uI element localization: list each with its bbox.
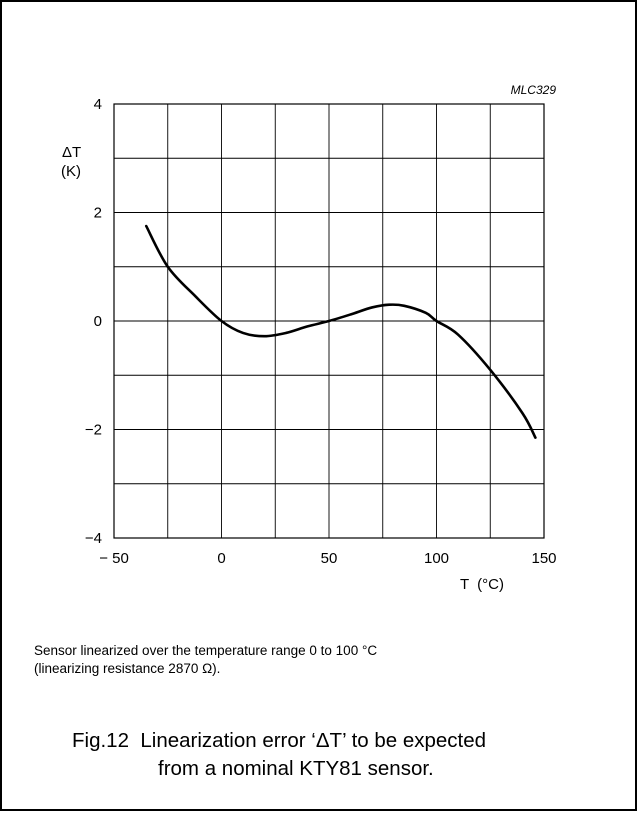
- figure-caption: Fig.12 Linearization error ‘ΔT’ to be ex…: [72, 727, 486, 783]
- note-line-1: Sensor linearized over the temperature r…: [34, 643, 378, 658]
- y-axis-symbol: ΔT: [62, 144, 81, 161]
- x-axis-label: T (°C): [460, 576, 504, 593]
- caption-line-2: from a nominal KTY81 sensor.: [158, 757, 434, 780]
- figure-code: MLC329: [511, 83, 557, 97]
- x-tick-label: 0: [217, 550, 225, 567]
- x-tick-label: 150: [531, 550, 556, 567]
- y-tick-label: 0: [94, 313, 102, 330]
- figure-note: Sensor linearized over the temperature r…: [34, 642, 377, 678]
- y-tick-labels: 4 2 0 −2 −4: [85, 96, 102, 547]
- y-tick-label: 4: [94, 96, 102, 113]
- grid: [114, 104, 544, 538]
- note-line-2: (linearizing resistance 2870 Ω).: [34, 661, 221, 676]
- x-axis-symbol: T: [460, 576, 469, 593]
- plot-area-border: [113, 103, 545, 539]
- y-tick-label: −4: [85, 530, 102, 547]
- y-tick-label: −2: [85, 422, 102, 439]
- chart: 4 2 0 −2 −4 − 50 0 50 100 150 MLC329 ΔT (K) T (°C…: [61, 83, 557, 593]
- x-tick-label: 100: [424, 550, 449, 567]
- x-tick-label: − 50: [99, 550, 129, 567]
- x-tick-labels: − 50 0 50 100 150: [99, 550, 556, 567]
- y-tick-label: 2: [94, 205, 102, 222]
- x-axis-unit: (°C): [477, 576, 504, 593]
- caption-line-1: Linearization error ‘ΔT’ to be expected: [140, 729, 487, 752]
- series-line: [144, 224, 537, 439]
- x-tick-label: 50: [321, 550, 338, 567]
- figure-number: Fig.12: [72, 729, 129, 752]
- y-axis-unit: (K): [61, 163, 81, 180]
